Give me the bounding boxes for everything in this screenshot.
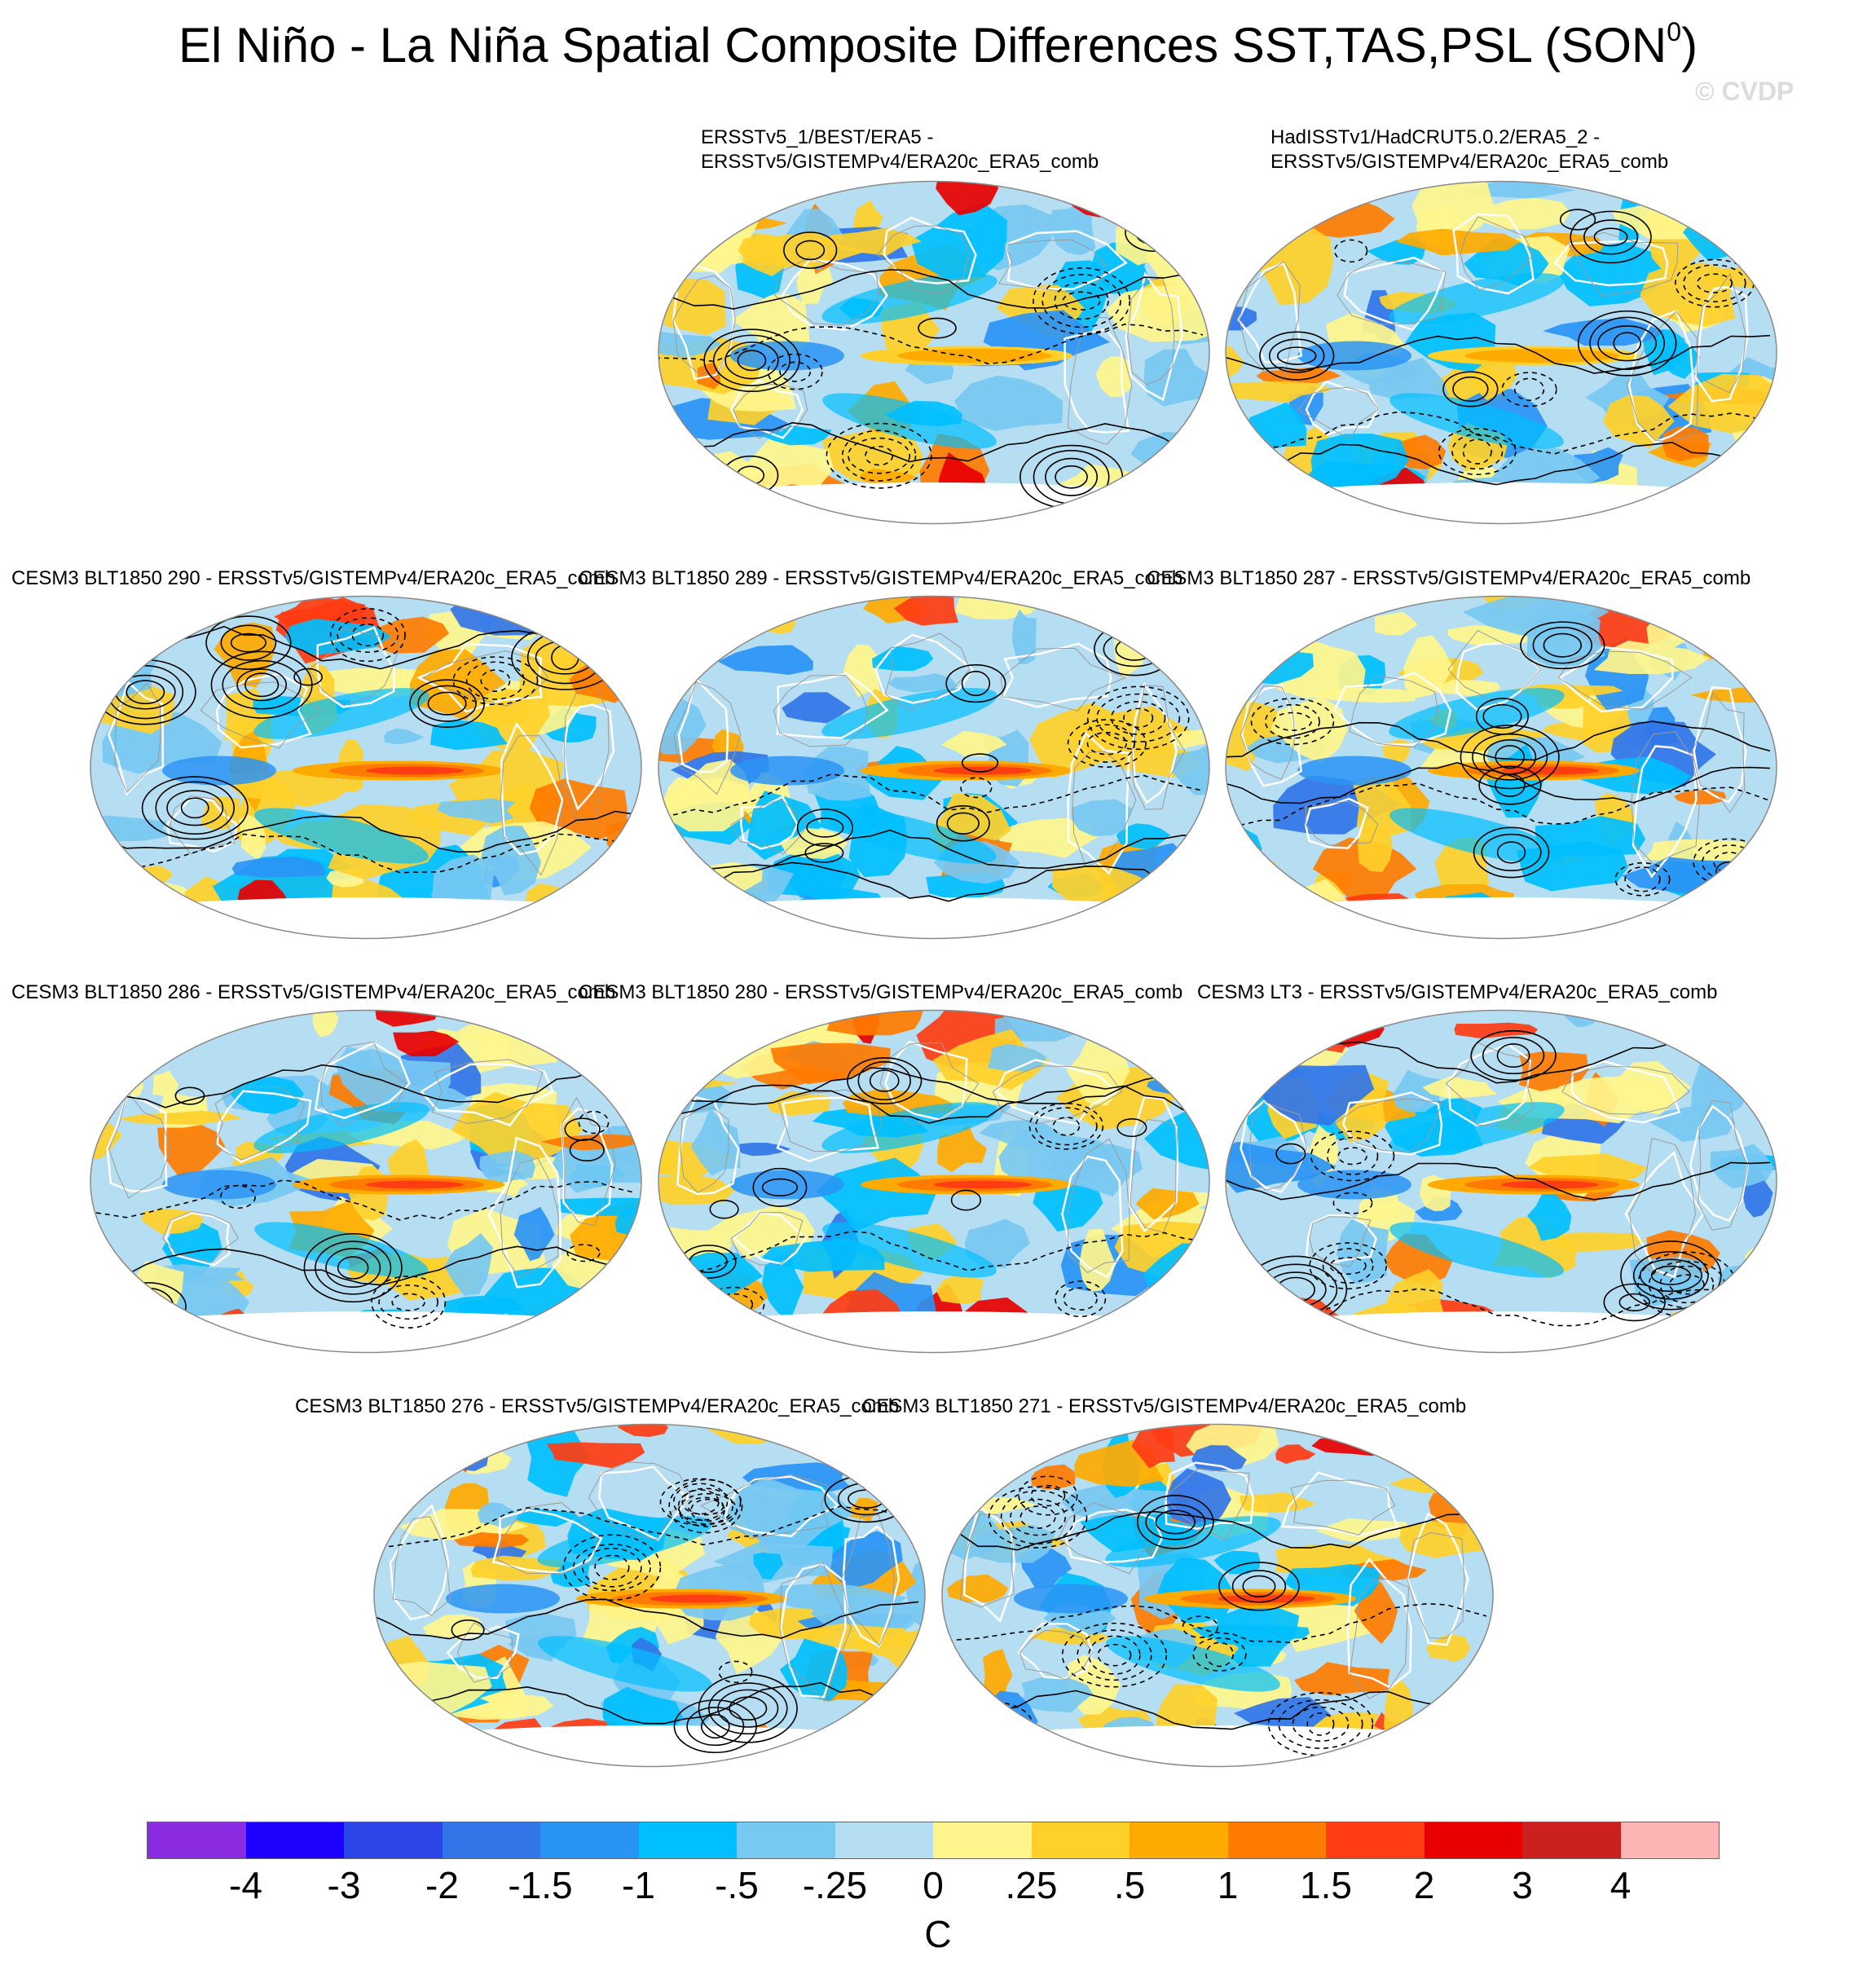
colorbar-box <box>1424 1822 1522 1858</box>
colorbar-tick-label: -.25 <box>802 1864 868 1906</box>
map-canvas <box>373 1423 926 1768</box>
colorbar-tick-label: 4 <box>1610 1864 1632 1906</box>
colorbar-tick-label: 2 <box>1413 1864 1435 1906</box>
colorbar-box <box>737 1822 835 1858</box>
colorbar-box <box>245 1822 344 1858</box>
map-panel-lt3 <box>1222 1007 1780 1356</box>
colorbar-box <box>1031 1822 1130 1858</box>
colorbar <box>147 1822 1720 1859</box>
colorbar-box <box>1130 1822 1228 1858</box>
map-canvas <box>1225 1009 1777 1354</box>
colorbar-tick-label: .25 <box>1005 1864 1058 1906</box>
colorbar-tick-label: 0 <box>923 1864 944 1906</box>
panel-title-blt1850-286: CESM3 BLT1850 286 - ERSSTv5/GISTEMPv4/ER… <box>11 981 616 1003</box>
map-canvas <box>1225 595 1777 940</box>
map-panel-obs2 <box>1222 178 1780 527</box>
colorbar-box <box>148 1822 246 1858</box>
map-canvas <box>658 1009 1210 1354</box>
panel-title-blt1850-287: CESM3 BLT1850 287 - ERSSTv5/GISTEMPv4/ER… <box>1147 567 1751 589</box>
colorbar-tick-label: -1 <box>622 1864 655 1906</box>
map-canvas <box>941 1423 1494 1768</box>
colorbar-tick-label: -3 <box>327 1864 361 1906</box>
cvdp-watermark: © CVDP <box>1695 77 1795 106</box>
panel-title-blt1850-289: CESM3 BLT1850 289 - ERSSTv5/GISTEMPv4/ER… <box>579 567 1183 589</box>
figure-title: El Niño - La Niña Spatial Composite Diff… <box>178 17 1698 73</box>
map-canvas <box>90 595 642 940</box>
title-superscript: 0 <box>1667 17 1682 46</box>
colorbar-box <box>638 1822 737 1858</box>
map-canvas <box>658 595 1210 940</box>
colorbar-tick-label: -.5 <box>715 1864 759 1906</box>
panel-title-blt1850-271: CESM3 BLT1850 271 - ERSSTv5/GISTEMPv4/ER… <box>862 1395 1467 1417</box>
panel-title-blt1850-290: CESM3 BLT1850 290 - ERSSTv5/GISTEMPv4/ER… <box>11 567 616 589</box>
colorbar-box <box>442 1822 540 1858</box>
colorbar-tick-label: 3 <box>1512 1864 1533 1906</box>
colorbar-box <box>1227 1822 1326 1858</box>
map-panel-blt1850-289 <box>655 593 1213 942</box>
colorbar-box <box>933 1822 1032 1858</box>
panel-title-obs2: HadISSTv1/HadCRUT5.0.2/ERA5_2 - ERSSTv5/G… <box>1270 126 1669 173</box>
map-panel-blt1850-286 <box>87 1007 645 1356</box>
colorbar-box <box>540 1822 639 1858</box>
colorbar-tick-label: 1 <box>1217 1864 1239 1906</box>
map-panel-blt1850-287 <box>1222 593 1780 942</box>
colorbar-tick-label: 1.5 <box>1300 1864 1352 1906</box>
panel-title-blt1850-280: CESM3 BLT1850 280 - ERSSTv5/GISTEMPv4/ER… <box>579 981 1183 1003</box>
colorbar-box <box>835 1822 933 1858</box>
map-panel-blt1850-276 <box>371 1421 928 1770</box>
map-canvas <box>658 180 1210 525</box>
colorbar-tick-label: -1.5 <box>508 1864 573 1906</box>
colorbar-unit-label: C <box>924 1913 952 1955</box>
colorbar-box <box>1522 1822 1621 1858</box>
colorbar-tick-label: .5 <box>1113 1864 1146 1906</box>
map-canvas <box>1225 180 1777 525</box>
colorbar-box <box>344 1822 443 1858</box>
map-canvas <box>90 1009 642 1354</box>
map-panel-obs1 <box>655 178 1213 527</box>
map-panel-blt1850-280 <box>655 1007 1213 1356</box>
colorbar-box <box>1620 1822 1719 1858</box>
map-panel-blt1850-290 <box>87 593 645 942</box>
panel-title-lt3: CESM3 LT3 - ERSSTv5/GISTEMPv4/ERA20c_ERA… <box>1197 981 1718 1003</box>
panel-title-blt1850-276: CESM3 BLT1850 276 - ERSSTv5/GISTEMPv4/ER… <box>295 1395 900 1417</box>
map-panel-blt1850-271 <box>939 1421 1496 1770</box>
panel-title-obs1: ERSSTv5_1/BEST/ERA5 - ERSSTv5/GISTEMPv4/E… <box>701 126 1099 173</box>
colorbar-tick-label: -4 <box>229 1864 262 1906</box>
colorbar-tick-label: -2 <box>425 1864 459 1906</box>
colorbar-box <box>1326 1822 1425 1858</box>
